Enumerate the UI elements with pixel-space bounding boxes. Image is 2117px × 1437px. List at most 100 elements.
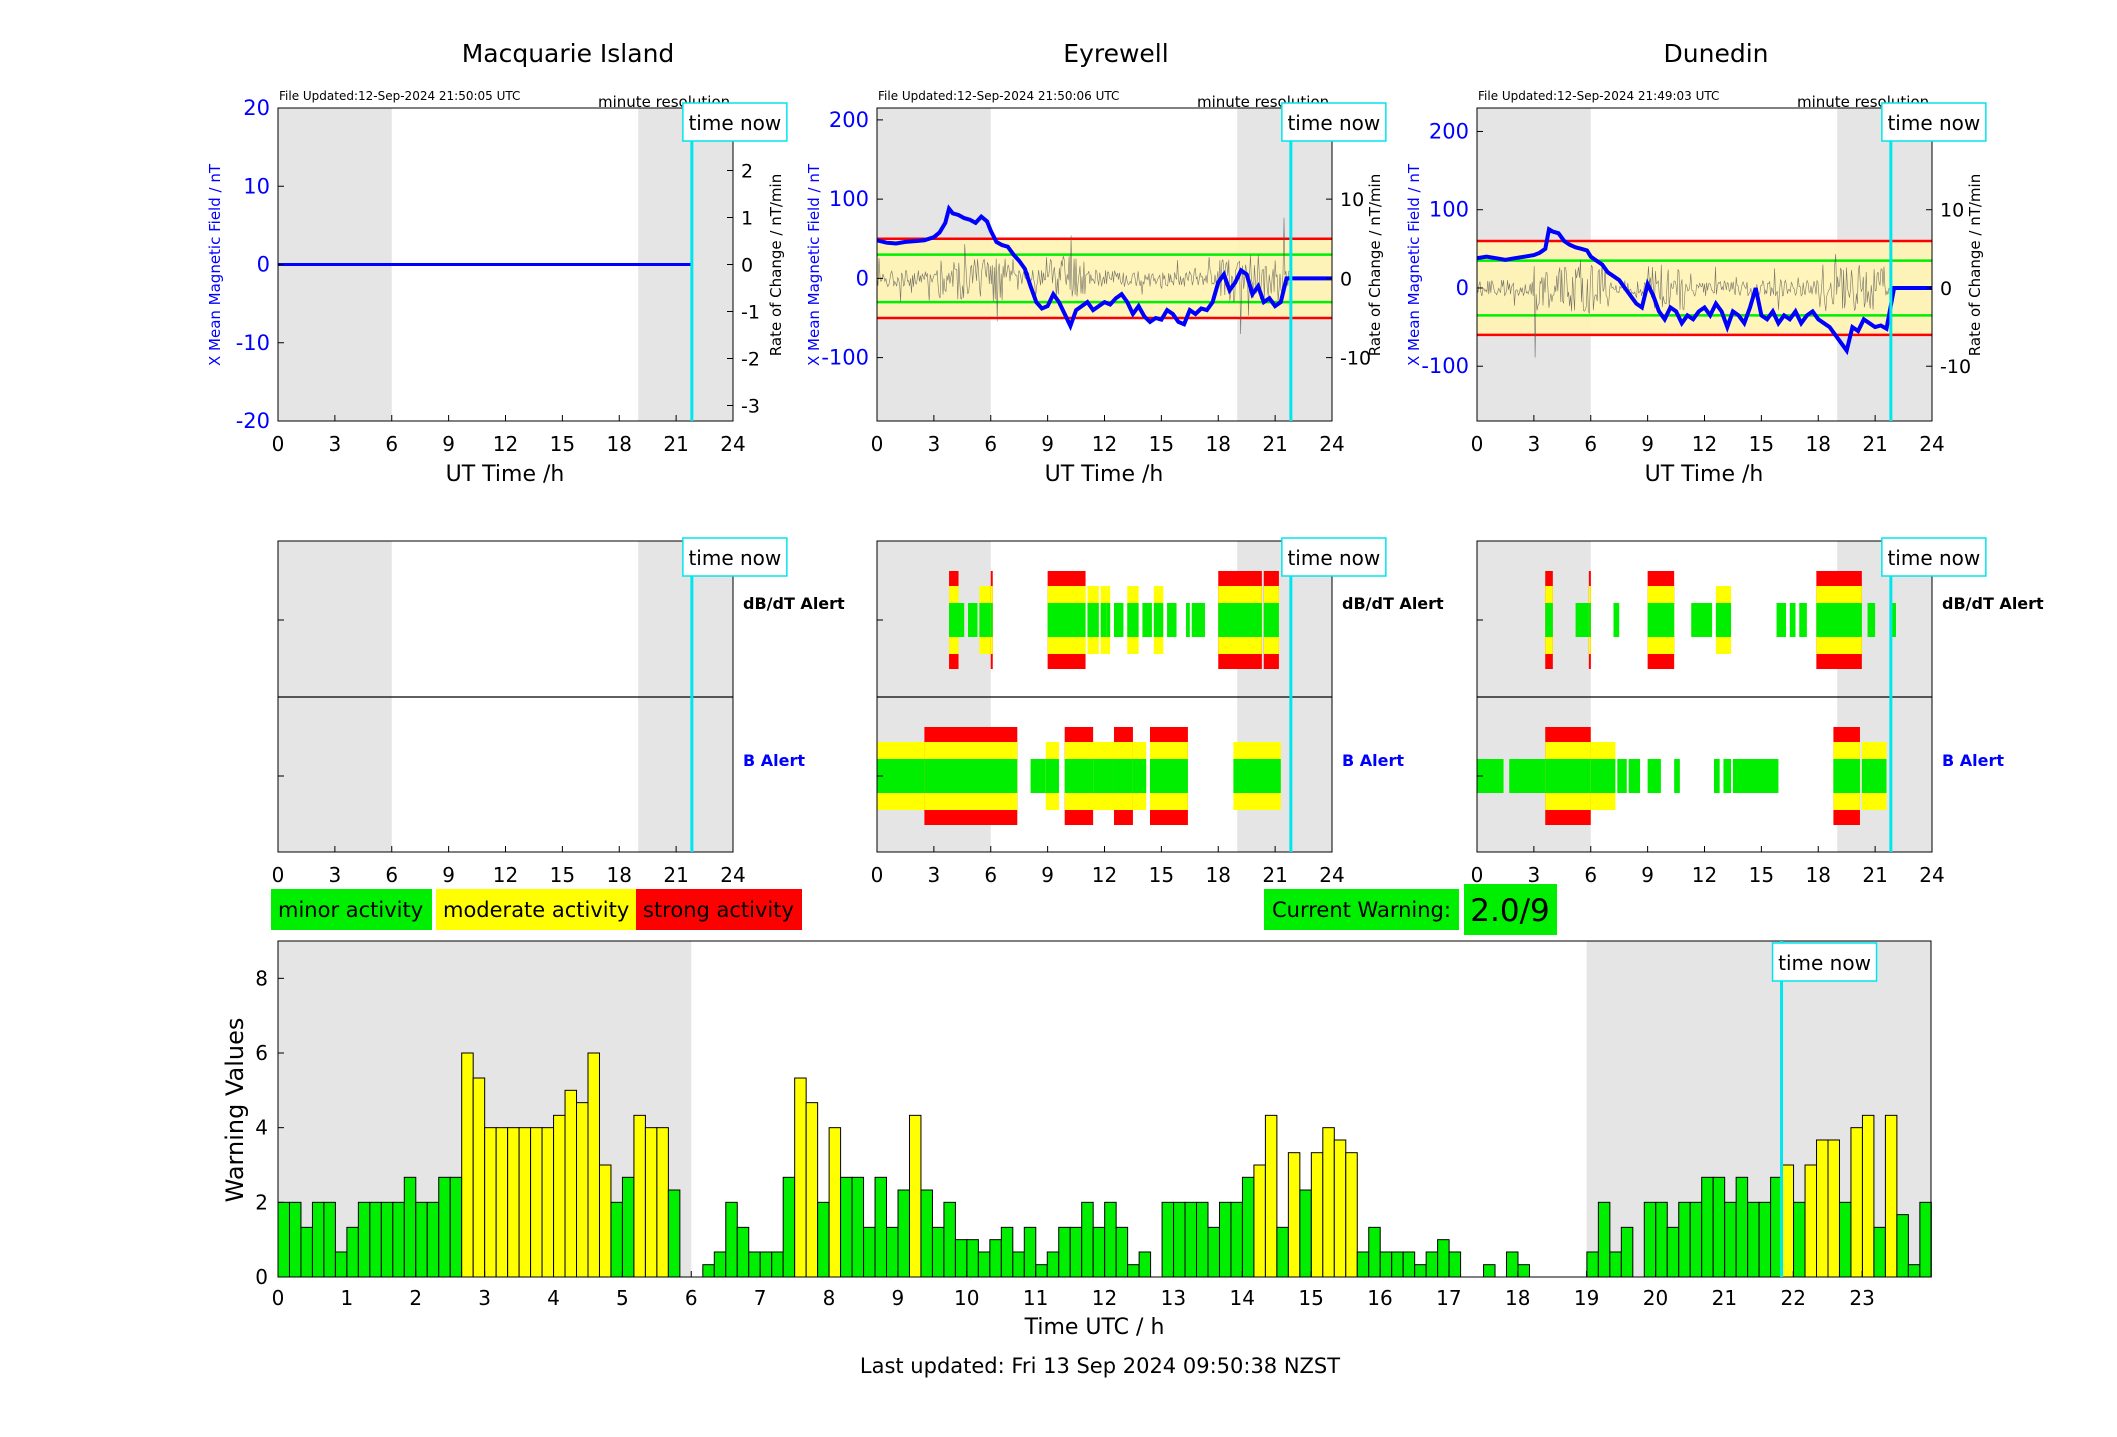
y-left-tick-label: -100 <box>821 346 869 370</box>
x-tick-label: 12 <box>1692 863 1717 887</box>
x-tick-label: 6 <box>984 863 997 887</box>
macquarie-alert-chart: 0 3 6 9 12 15 18 21 24 dB/dT Alert B Alert time now <box>272 537 845 887</box>
x-tick-label: 15 <box>1749 432 1774 456</box>
warning-bar <box>518 1127 532 1278</box>
warning-bar <box>1287 1152 1301 1278</box>
warning-bar <box>1620 1226 1634 1278</box>
warning-bar <box>1586 1251 1599 1278</box>
b-alert-segment-minor <box>1833 759 1860 793</box>
file-updated-text: File Updated:12-Sep-2024 21:50:05 UTC <box>279 89 520 103</box>
warning-bar <box>507 1127 520 1278</box>
x-tick-label: 6 <box>1584 863 1597 887</box>
warning-bar <box>1012 1251 1025 1278</box>
warning-bar <box>1230 1201 1243 1278</box>
b-alert-segment-minor <box>1545 759 1591 793</box>
dbdt-alert-segment-minor <box>1691 603 1713 637</box>
y-right-tick-label: 2 <box>741 161 753 183</box>
dbdt-alert-segment-minor <box>1127 603 1139 637</box>
dbdt-alert-segment-minor <box>958 603 965 637</box>
warning-bar <box>553 1114 566 1278</box>
dbdt-alert-segment-minor <box>1867 603 1876 637</box>
y-left-tick-label: -100 <box>1421 354 1469 378</box>
warning-bar <box>598 1164 612 1278</box>
y-left-tick-label: -10 <box>236 331 270 355</box>
dbdt-alert-label: dB/dT Alert <box>1342 594 1444 613</box>
warning-bar <box>1643 1201 1657 1278</box>
x-tick-label: 3 <box>329 863 342 887</box>
warning-bar <box>851 1176 865 1278</box>
dbdt-alert-segment-minor <box>979 603 991 637</box>
b-alert-segment-minor <box>1590 759 1616 793</box>
warning-bar <box>656 1127 669 1278</box>
warning-bar <box>1391 1251 1404 1278</box>
time-now-box <box>1771 942 1878 982</box>
x-tick-label: 9 <box>1641 863 1654 887</box>
mean-field-line <box>876 204 1332 332</box>
y-right-tick-label: 0 <box>1940 278 1952 300</box>
warning-bar <box>1884 1114 1898 1278</box>
legend-strong-swatch <box>636 889 802 930</box>
warning-bar <box>702 1264 715 1278</box>
x-tick-label: 3 <box>329 432 342 456</box>
x-tick-label: 6 <box>1584 432 1597 456</box>
warning-bar <box>403 1176 417 1278</box>
b-alert-segment-minor <box>1628 759 1641 793</box>
x-tick-label: 24 <box>1319 863 1344 887</box>
current-warning-value-box <box>1464 884 1557 935</box>
x-tick-label: 13 <box>1161 1286 1186 1310</box>
dbdt-alert-segment-minor <box>1789 603 1796 637</box>
warning-bar <box>392 1201 405 1278</box>
warning-bar <box>323 1201 336 1278</box>
x-tick-label: 18 <box>607 432 632 456</box>
b-alert-label: B Alert <box>1942 751 2004 770</box>
x-tick-label: 1 <box>341 1286 354 1310</box>
warning-bar <box>633 1114 646 1278</box>
x-tick-label: 20 <box>1643 1286 1668 1310</box>
warning-bar <box>1264 1114 1278 1278</box>
warning-bar <box>966 1239 979 1278</box>
y-right-tick-label: 0 <box>741 255 753 277</box>
x-tick-label: 12 <box>493 863 518 887</box>
warning-bar <box>461 1052 474 1278</box>
file-updated-text: File Updated:12-Sep-2024 21:50:06 UTC <box>878 89 1119 103</box>
warning-bar <box>1196 1201 1209 1278</box>
x-tick-label: 18 <box>1806 432 1831 456</box>
warning-bar <box>1483 1264 1496 1278</box>
warning-bar <box>1712 1176 1726 1278</box>
b-alert-label: B Alert <box>743 751 805 770</box>
b-alert-segment-minor <box>1723 759 1732 793</box>
x-tick-label: 0 <box>272 1286 285 1310</box>
y-left-tick-label: 100 <box>1429 198 1469 222</box>
x-tick-label: 6 <box>984 432 997 456</box>
x-axis-label: Time UTC / h <box>1024 1315 1165 1340</box>
warning-bar <box>1689 1201 1703 1278</box>
warning-bar <box>1058 1226 1071 1278</box>
warning-bar <box>1666 1226 1680 1278</box>
warning-bar <box>1907 1264 1921 1278</box>
b-alert-segment-minor <box>924 759 1018 793</box>
warning-bar <box>1758 1201 1772 1278</box>
dbdt-alert-segment-minor <box>1142 603 1152 637</box>
x-tick-label: 10 <box>954 1286 979 1310</box>
warning-bar <box>472 1077 486 1278</box>
b-alert-segment-minor <box>1132 759 1147 793</box>
rate-of-change-trace <box>876 217 1292 335</box>
warning-bar <box>1816 1139 1829 1278</box>
y-right-axis-label: Rate of Change / nT/min <box>767 174 785 356</box>
warning-bar <box>1218 1201 1232 1278</box>
time-now-box <box>1281 102 1387 142</box>
x-tick-label: 0 <box>272 432 285 456</box>
y-right-tick-label: 10 <box>1940 200 1964 222</box>
y-right-tick-label: -10 <box>1940 356 1971 378</box>
warning-bar <box>1081 1201 1094 1278</box>
x-tick-label: 17 <box>1436 1286 1461 1310</box>
warning-bar <box>943 1201 956 1278</box>
x-tick-label: 23 <box>1849 1286 1874 1310</box>
warning-bar <box>1437 1239 1450 1278</box>
activity-legend: minor activity moderate activity strong … <box>271 889 802 930</box>
dbdt-alert-segment-minor <box>1263 603 1279 637</box>
x-tick-label: 5 <box>616 1286 629 1310</box>
dbdt-alert-segment-minor <box>1047 603 1086 637</box>
b-alert-segment-minor <box>1233 759 1281 793</box>
